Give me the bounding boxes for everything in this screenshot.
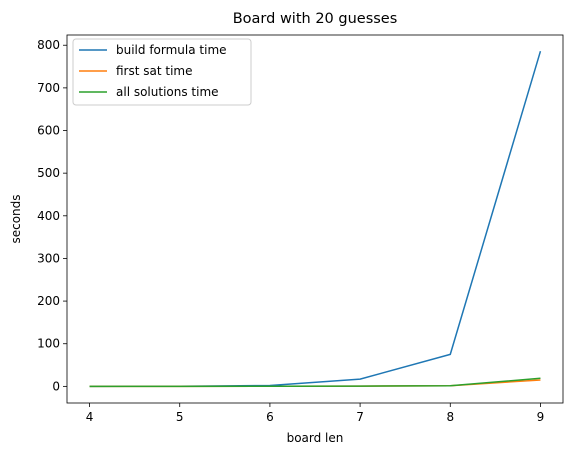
chart-title: Board with 20 guesses (233, 11, 398, 27)
y-tick-label: 0 (52, 379, 60, 393)
legend: build formula time first sat time all solu… (72, 38, 252, 106)
legend-label: build formula time (116, 43, 227, 57)
x-tick-label: 4 (86, 410, 94, 424)
x-tick-label: 8 (446, 410, 454, 424)
x-tick-label: 7 (356, 410, 364, 424)
y-tick-label: 200 (37, 294, 60, 308)
x-tick-label: 6 (266, 410, 274, 424)
plot-area: 4 5 6 7 8 9 0 100 200 300 400 500 600 700 800 build for… (37, 34, 564, 424)
y-axis-label: seconds (9, 194, 23, 243)
y-tick-label: 300 (37, 251, 60, 265)
series-line-3 (89, 377, 541, 388)
y-tick-label: 800 (37, 38, 60, 52)
y-tick-label: 100 (37, 337, 60, 351)
x-tick-label: 5 (176, 410, 184, 424)
legend-label: first sat time (116, 64, 193, 78)
y-tick-label: 600 (37, 124, 60, 138)
axes-frame (66, 34, 564, 404)
y-tick-label: 500 (37, 166, 60, 180)
y-tick-label: 400 (37, 209, 60, 223)
x-tick-label: 9 (537, 410, 545, 424)
legend-box (72, 38, 252, 106)
legend-label: all solutions time (116, 85, 219, 99)
x-axis-label: board len (287, 431, 344, 445)
y-tick-label: 700 (37, 81, 60, 95)
